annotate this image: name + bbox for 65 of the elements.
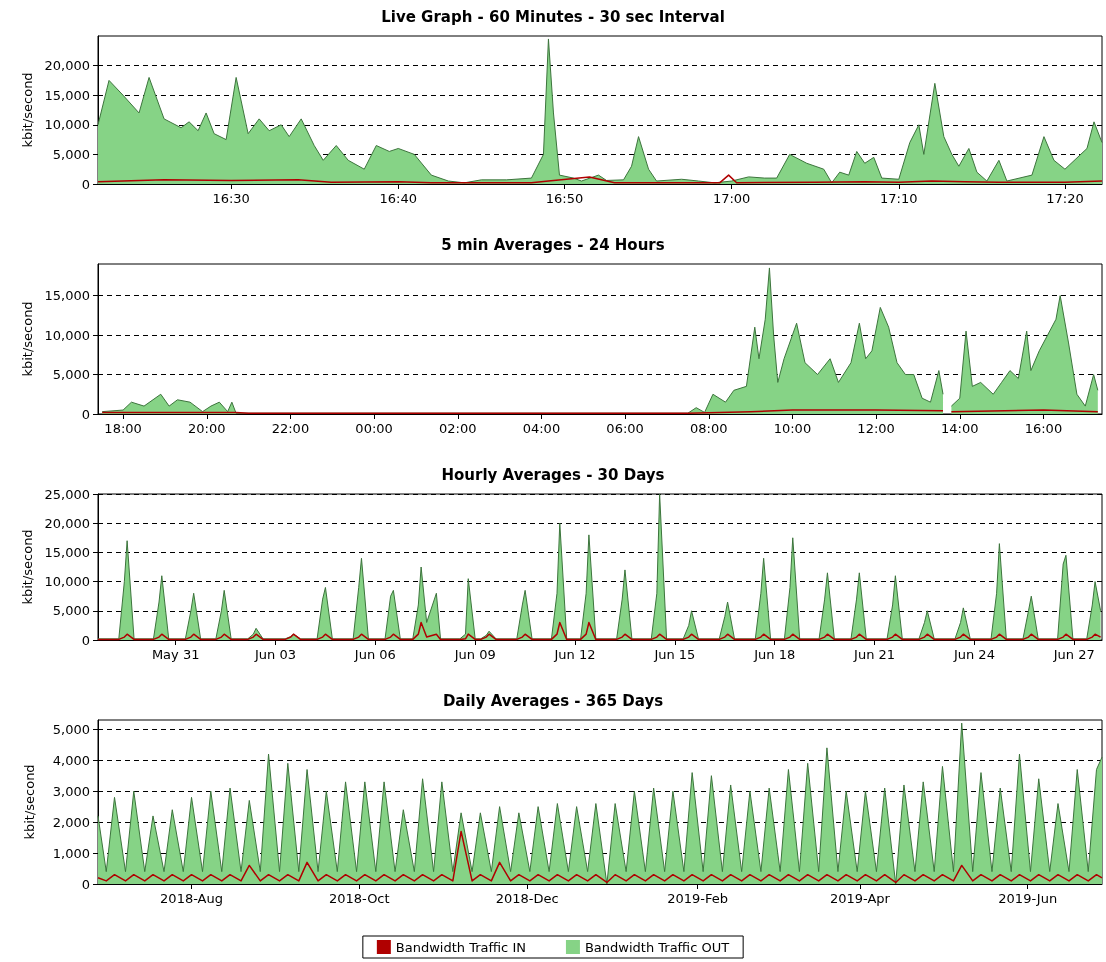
- x-tick-label: 16:50: [545, 191, 584, 206]
- y-axis-title: kbit/second: [19, 301, 35, 377]
- legend-label: Bandwidth Traffic OUT: [584, 939, 730, 955]
- y-tick-label: 3,000: [52, 783, 90, 799]
- y-tick-label: 4,000: [52, 752, 90, 768]
- x-tick-label: 17:10: [880, 191, 918, 206]
- y-tick-label: 0: [81, 632, 90, 648]
- x-tick-label: Jun 18: [753, 647, 796, 662]
- x-tick-label: 2018-Aug: [160, 891, 223, 906]
- x-tick-label: May 31: [151, 647, 200, 662]
- y-tick-label: 15,000: [44, 87, 90, 103]
- y-tick-label: 15,000: [44, 544, 90, 560]
- chart-title: Daily Averages - 365 Days: [442, 691, 664, 710]
- x-tick-label: 16:40: [379, 191, 418, 206]
- x-tick-label: 02:00: [439, 421, 477, 436]
- y-tick-label: 0: [81, 406, 90, 422]
- y-tick-label: 5,000: [52, 721, 90, 737]
- chart-title: Hourly Averages - 30 Days: [441, 465, 665, 484]
- chart-title: Live Graph - 60 Minutes - 30 sec Interval: [381, 7, 725, 26]
- x-tick-label: 2019-Apr: [829, 891, 891, 906]
- y-axis-title: kbit/second: [19, 529, 35, 605]
- legend-label: Bandwidth Traffic IN: [395, 939, 526, 955]
- y-tick-label: 20,000: [44, 58, 90, 74]
- x-tick-label: 2018-Dec: [495, 891, 559, 906]
- y-tick-label: 10,000: [44, 327, 90, 343]
- x-tick-label: Jun 03: [254, 647, 296, 662]
- x-tick-label: 12:00: [857, 421, 895, 436]
- x-tick-label: 2019-Jun: [998, 891, 1058, 906]
- y-axis-title: kbit/second: [22, 764, 37, 840]
- x-tick-label: Jun 24: [952, 647, 995, 662]
- y-tick-label: 5,000: [52, 367, 90, 383]
- x-tick-label: 14:00: [941, 421, 979, 436]
- y-tick-label: 5,000: [52, 146, 90, 162]
- y-tick-label: 10,000: [44, 574, 90, 590]
- y-tick-label: 15,000: [44, 288, 90, 304]
- x-tick-label: 17:20: [1046, 191, 1084, 206]
- x-tick-label: Jun 21: [853, 647, 896, 662]
- x-tick-label: Jun 06: [353, 647, 396, 662]
- y-tick-label: 0: [81, 176, 90, 192]
- x-tick-label: Jun 15: [653, 647, 696, 662]
- x-tick-label: Jun 27: [1052, 647, 1095, 662]
- y-axis-title: kbit/second: [19, 72, 35, 148]
- x-tick-label: Jun 12: [553, 647, 596, 662]
- x-tick-label: Jun 09: [453, 647, 496, 662]
- x-tick-label: 16:00: [1024, 421, 1063, 436]
- x-tick-label: 2019-Feb: [667, 891, 729, 906]
- x-tick-label: 00:00: [355, 421, 393, 436]
- y-tick-label: 0: [81, 876, 90, 892]
- chart-title: 5 min Averages - 24 Hours: [441, 235, 665, 254]
- x-tick-label: 17:00: [712, 191, 751, 206]
- x-tick-label: 04:00: [522, 421, 561, 436]
- y-tick-label: 20,000: [44, 515, 90, 531]
- y-tick-label: 2,000: [52, 814, 90, 830]
- x-tick-label: 10:00: [773, 421, 812, 436]
- y-tick-label: 1,000: [52, 845, 90, 861]
- x-tick-label: 16:30: [212, 191, 250, 206]
- x-tick-label: 06:00: [606, 421, 644, 436]
- x-tick-label: 2018-Oct: [329, 891, 390, 906]
- x-tick-label: 22:00: [271, 421, 310, 436]
- x-tick-label: 20:00: [188, 421, 226, 436]
- y-tick-label: 10,000: [44, 117, 90, 133]
- y-tick-label: 25,000: [44, 486, 90, 502]
- x-tick-label: 08:00: [690, 421, 728, 436]
- x-tick-label: 18:00: [104, 421, 142, 436]
- y-tick-label: 5,000: [52, 603, 90, 619]
